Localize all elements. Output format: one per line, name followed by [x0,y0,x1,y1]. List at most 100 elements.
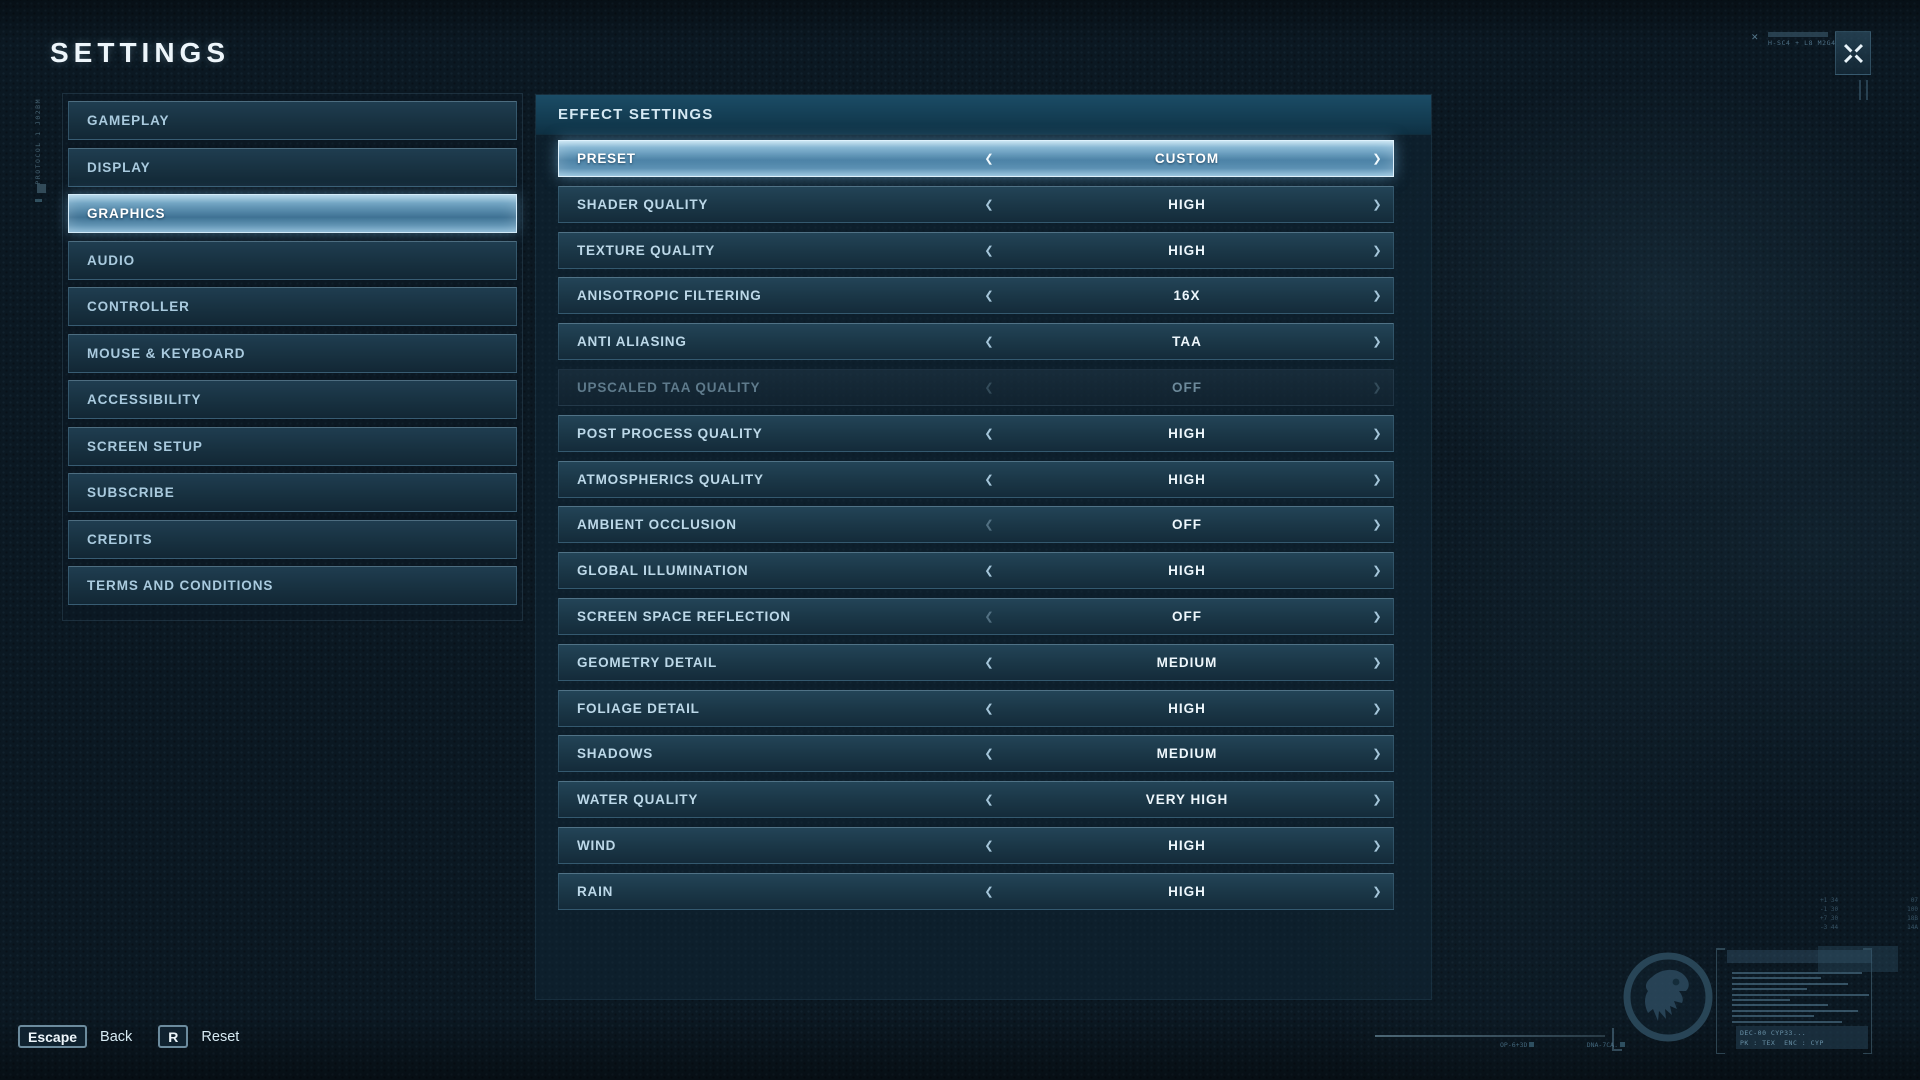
setting-row-geometry-detail[interactable]: GEOMETRY DETAIL ❮ MEDIUM ❯ [558,643,1394,681]
increase-arrow-icon[interactable]: ❯ [1372,885,1382,898]
sidebar-item-credits[interactable]: CREDITS [68,519,517,559]
setting-row-shader-quality[interactable]: SHADER QUALITY ❮ HIGH ❯ [558,185,1394,223]
sidebar-item-display[interactable]: DISPLAY [68,147,517,187]
setting-value: MEDIUM [1156,654,1218,670]
decrease-arrow-icon[interactable]: ❮ [984,244,994,257]
sidebar-item-label: CONTROLLER [87,299,190,314]
setting-label: GLOBAL ILLUMINATION [577,563,749,579]
sidebar-item-terms-and-conditions[interactable]: TERMS AND CONDITIONS [68,566,517,605]
setting-value: MEDIUM [1156,746,1218,762]
decor-tag-left: OP-6+3D [1500,1041,1535,1049]
decrease-arrow-icon[interactable]: ❮ [984,290,994,303]
increase-arrow-icon[interactable]: ❯ [1372,839,1382,852]
decrease-arrow-icon[interactable]: ❮ [984,473,994,486]
setting-label: WATER QUALITY [577,792,699,808]
fullscreen-toggle-button[interactable] [1835,31,1871,75]
decrease-arrow-icon[interactable]: ❮ [984,427,994,440]
setting-row-anti-aliasing[interactable]: ANTI ALIASING ❮ TAA ❯ [558,323,1394,361]
setting-row-global-illumination[interactable]: GLOBAL ILLUMINATION ❮ HIGH ❯ [558,552,1394,590]
bracket-left [1716,948,1725,1054]
escape-key[interactable]: Escape [18,1025,88,1048]
increase-arrow-icon[interactable]: ❯ [1372,336,1382,349]
setting-value: OFF [1172,608,1202,624]
increase-arrow-icon[interactable]: ❯ [1372,610,1382,623]
decrease-arrow-icon[interactable]: ❮ [984,198,994,211]
increase-arrow-icon[interactable]: ❯ [1372,290,1382,303]
console-text: DEC-00 CYP33... PK : TEX ENC : CYP [1736,1026,1868,1049]
setting-row-post-process-quality[interactable]: POST PROCESS QUALITY ❮ HIGH ❯ [558,414,1394,452]
setting-label: ANISOTROPIC FILTERING [577,288,762,304]
sidebar-item-controller[interactable]: CONTROLLER [68,287,517,326]
decrease-arrow-icon[interactable]: ❮ [984,702,994,715]
setting-value: OFF [1172,517,1202,533]
setting-row-rain[interactable]: RAIN ❮ HIGH ❯ [558,872,1394,910]
setting-value: HIGH [1168,196,1206,212]
decor-tick [35,199,42,202]
setting-row-screen-space-reflection[interactable]: SCREEN SPACE REFLECTION ❮ OFF ❯ [558,597,1394,635]
console-readout-panel: DEC-00 CYP33... PK : TEX ENC : CYP [1716,948,1872,1054]
setting-value: 16X [1173,288,1201,304]
decrease-arrow-icon[interactable]: ❮ [984,336,994,349]
panel-header: EFFECT SETTINGS [536,95,1431,135]
reset-key[interactable]: R [158,1025,189,1048]
setting-value: OFF [1172,379,1202,395]
decrease-arrow-icon[interactable]: ❮ [984,153,994,165]
increase-arrow-icon[interactable]: ❯ [1372,519,1382,532]
setting-label: RAIN [577,883,614,899]
tiny-x-icon: ✕ [1751,32,1759,42]
decrease-arrow-icon[interactable]: ❮ [984,656,994,669]
effect-settings-panel: EFFECT SETTINGS PRESET ❮ CUSTOM ❯ SHADER QUA… [535,94,1432,1000]
increase-arrow-icon[interactable]: ❯ [1372,702,1382,715]
setting-label: GEOMETRY DETAIL [577,654,718,670]
increase-arrow-icon[interactable]: ❯ [1372,473,1382,486]
increase-arrow-icon[interactable]: ❯ [1372,427,1382,440]
increase-arrow-icon[interactable]: ❯ [1372,198,1382,211]
increase-arrow-icon[interactable]: ❯ [1372,244,1382,257]
increase-arrow-icon[interactable]: ❯ [1372,748,1382,761]
setting-row-shadows[interactable]: SHADOWS ❮ MEDIUM ❯ [558,735,1394,773]
setting-value: HIGH [1168,883,1206,899]
setting-label: SHADOWS [577,746,654,762]
setting-label: WIND [577,837,617,853]
page-title: SETTINGS [50,37,231,68]
increase-arrow-icon[interactable]: ❯ [1372,656,1382,669]
protocol-vertical-text: PROTOCOL 1 J02BM [34,98,42,185]
setting-row-water-quality[interactable]: WATER QUALITY ❮ VERY HIGH ❯ [558,781,1394,819]
decrease-arrow-icon: ❮ [984,381,994,394]
decrease-arrow-icon[interactable]: ❮ [984,885,994,898]
sidebar-item-subscribe[interactable]: SUBSCRIBE [68,473,517,512]
setting-label: TEXTURE QUALITY [577,242,716,258]
increase-arrow-icon[interactable]: ❯ [1372,565,1382,578]
sidebar-item-label: GRAPHICS [87,206,166,221]
sidebar-item-accessibility[interactable]: ACCESSIBILITY [68,380,517,419]
decrease-arrow-icon[interactable]: ❮ [984,565,994,578]
increase-arrow-icon[interactable]: ❯ [1372,153,1382,165]
expand-arrows-icon [1843,43,1863,63]
sidebar-item-audio[interactable]: AUDIO [68,240,517,280]
sidebar-item-gameplay[interactable]: GAMEPLAY [68,101,517,140]
setting-label: FOLIAGE DETAIL [577,700,700,716]
decrease-arrow-icon[interactable]: ❮ [984,839,994,852]
setting-row-atmospherics-quality[interactable]: ATMOSPHERICS QUALITY ❮ HIGH ❯ [558,460,1394,498]
setting-value: CUSTOM [1154,151,1220,166]
setting-row-ambient-occlusion[interactable]: AMBIENT OCCLUSION ❮ OFF ❯ [558,506,1394,544]
setting-value: HIGH [1168,700,1206,716]
decrease-arrow-icon[interactable]: ❮ [984,519,994,532]
decor-tick [1859,80,1861,100]
setting-row-wind[interactable]: WIND ❮ HIGH ❯ [558,826,1394,864]
decrease-arrow-icon[interactable]: ❮ [984,748,994,761]
setting-label: SHADER QUALITY [577,196,709,212]
setting-row-texture-quality[interactable]: TEXTURE QUALITY ❮ HIGH ❯ [558,231,1394,269]
setting-row-foliage-detail[interactable]: FOLIAGE DETAIL ❮ HIGH ❯ [558,689,1394,727]
decor-line [1375,1035,1605,1037]
sidebar-item-screen-setup[interactable]: SCREEN SETUP [68,426,517,466]
setting-row-preset[interactable]: PRESET ❮ CUSTOM ❯ [558,140,1394,177]
sidebar-item-graphics[interactable]: GRAPHICS [68,194,517,233]
increase-arrow-icon[interactable]: ❯ [1372,794,1382,807]
setting-label: UPSCALED TAA QUALITY [577,379,761,395]
decrease-arrow-icon[interactable]: ❮ [984,794,994,807]
bracket-right [1863,948,1872,1054]
setting-row-anisotropic-filtering[interactable]: ANISOTROPIC FILTERING ❮ 16X ❯ [558,277,1394,315]
sidebar-item-mouse-keyboard[interactable]: MOUSE & KEYBOARD [68,333,517,373]
decrease-arrow-icon[interactable]: ❮ [984,610,994,623]
